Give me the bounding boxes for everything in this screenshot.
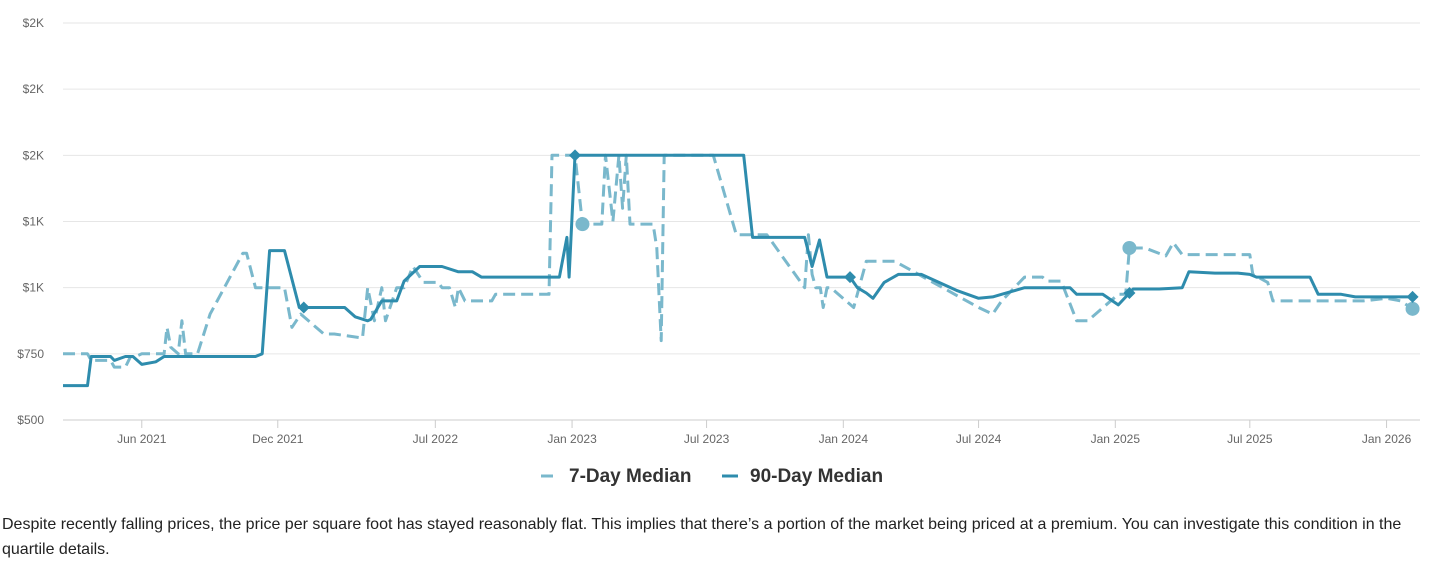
price-chart: $500 $750 $1K $1K $2K $2K $2K Jun 2021 Dec 2021 J… bbox=[17, 16, 1420, 487]
y-tick-label: $750 bbox=[17, 347, 44, 361]
x-tick-label: Jun 2021 bbox=[117, 432, 167, 446]
y-tick-label: $2K bbox=[23, 148, 44, 162]
chart-description: Despite recently falling prices, the pri… bbox=[2, 516, 1402, 558]
x-tick-label: Jan 2023 bbox=[547, 432, 597, 446]
axes: $500 $750 $1K $1K $2K $2K $2K Jun 2021 Dec 2021 J… bbox=[17, 16, 1411, 446]
data-point-marker-90-day bbox=[1406, 290, 1419, 303]
data-point-marker-7-day bbox=[575, 217, 590, 232]
data-point-marker-7-day bbox=[1405, 301, 1420, 316]
y-tick-label: $500 bbox=[17, 413, 44, 427]
price-chart-svg: $500 $750 $1K $1K $2K $2K $2K Jun 2021 Dec 2021 J… bbox=[17, 16, 1420, 487]
x-tick-label: Jul 2024 bbox=[956, 432, 1002, 446]
x-tick-label: Jul 2022 bbox=[413, 432, 459, 446]
legend-label: 90-Day Median bbox=[750, 466, 883, 487]
legend-item-7-day-median[interactable]: 7-Day Median bbox=[541, 466, 691, 487]
data-point-marker-90-day bbox=[1123, 286, 1136, 299]
x-tick-label: Jul 2025 bbox=[1227, 432, 1273, 446]
y-tick-label: $1K bbox=[23, 281, 44, 295]
x-tick-label: Jul 2023 bbox=[684, 432, 730, 446]
legend[interactable]: 7-Day Median 90-Day Median bbox=[541, 466, 883, 487]
y-tick-label: $2K bbox=[23, 16, 44, 30]
x-tick-label: Jan 2026 bbox=[1362, 432, 1412, 446]
x-tick-label: Jan 2025 bbox=[1091, 432, 1141, 446]
y-tick-label: $1K bbox=[23, 215, 44, 229]
legend-item-90-day-median[interactable]: 90-Day Median bbox=[722, 466, 883, 487]
x-tick-label: Dec 2021 bbox=[252, 432, 304, 446]
series-line-7-day-median bbox=[63, 153, 1414, 369]
y-tick-label: $2K bbox=[23, 82, 44, 96]
data-point-marker-90-day bbox=[297, 301, 310, 314]
legend-label: 7-Day Median bbox=[569, 466, 691, 487]
grid bbox=[63, 22, 1420, 421]
data-point-marker-7-day bbox=[1122, 240, 1137, 255]
data-point-marker-90-day bbox=[569, 149, 582, 162]
data-point-marker-90-day bbox=[844, 271, 857, 284]
series-line-90-day-median bbox=[63, 153, 1413, 388]
series bbox=[63, 149, 1420, 388]
x-tick-label: Jan 2024 bbox=[819, 432, 869, 446]
